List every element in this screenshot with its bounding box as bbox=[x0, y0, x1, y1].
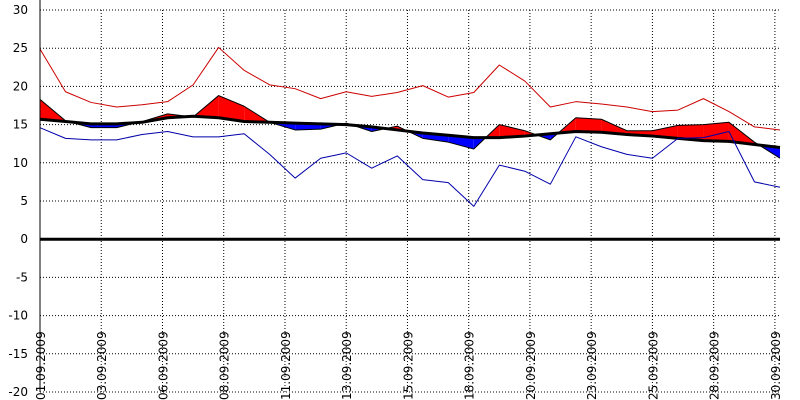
y-tick-label: 25 bbox=[13, 41, 28, 55]
y-tick-label: 30 bbox=[13, 3, 28, 17]
x-tick-label: 28.09.2009 bbox=[708, 331, 722, 400]
y-tick-label: 5 bbox=[20, 194, 28, 208]
y-tick-label: -20 bbox=[8, 385, 28, 399]
x-tick-label: 11.09.2009 bbox=[279, 331, 293, 400]
fill-below-normal bbox=[448, 135, 474, 150]
series-lines bbox=[39, 46, 781, 207]
x-tick-label: 25.09.2009 bbox=[646, 331, 660, 400]
fill-above-normal bbox=[652, 125, 678, 139]
x-tick-label: 01.09.2009 bbox=[34, 331, 48, 400]
fill-above-normal bbox=[218, 95, 245, 122]
fill-above-normal bbox=[499, 124, 525, 138]
fill-above-normal bbox=[601, 119, 627, 135]
x-tick-label: 03.09.2009 bbox=[95, 331, 109, 400]
x-tick-label: 20.09.2009 bbox=[524, 331, 538, 400]
y-tick-label: -15 bbox=[8, 347, 28, 361]
x-tick-label: 23.09.2009 bbox=[585, 331, 599, 400]
y-tick-label: -10 bbox=[8, 309, 28, 323]
fill-above-normal bbox=[703, 122, 729, 142]
axes bbox=[39, 0, 780, 392]
y-tick-label: 15 bbox=[13, 118, 28, 132]
series-line-min bbox=[39, 127, 781, 207]
x-tick-label: 08.09.2009 bbox=[218, 331, 232, 400]
y-tick-label: -5 bbox=[16, 270, 28, 284]
series-line-normal bbox=[39, 114, 781, 150]
y-tick-labels: 30 25 20 15 10 5 0 -5 -10 -15 -20 bbox=[8, 3, 28, 399]
series-line-max bbox=[39, 46, 781, 131]
x-tick-label: 30.09.2009 bbox=[769, 331, 783, 400]
y-tick-label: 0 bbox=[20, 232, 28, 246]
y-tick-label: 20 bbox=[13, 79, 28, 93]
fill-above-normal bbox=[677, 124, 704, 141]
x-tick-label: 18.09.2009 bbox=[463, 331, 477, 400]
x-tick-labels: 01.09.2009 03.09.2009 06.09.2009 08.09.2009… bbox=[34, 331, 783, 400]
x-tick-label: 06.09.2009 bbox=[156, 331, 170, 400]
x-tick-label: 15.09.2009 bbox=[401, 331, 415, 400]
fill-above-normal bbox=[575, 117, 602, 133]
y-tick-label: 10 bbox=[13, 156, 28, 170]
x-tick-label: 13.09.2009 bbox=[340, 331, 354, 400]
